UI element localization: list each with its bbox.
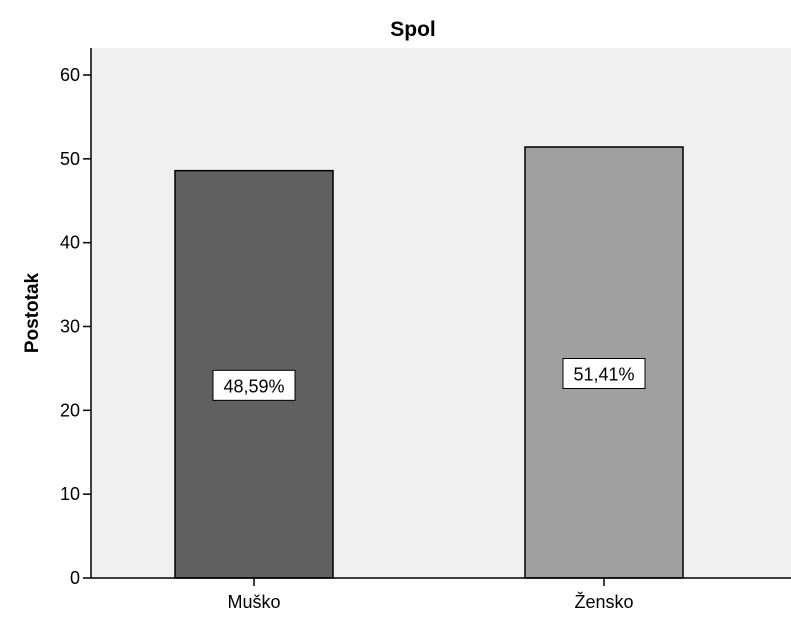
x-tick-label: Muško [227,592,280,612]
data-label-box [562,358,646,390]
data-label-box [212,369,296,401]
bars: Muško 48,59% Žensko 51,41% [174,146,684,612]
y-tick-label: 20 [60,400,80,420]
y-axis-ticks: 0 10 20 30 40 50 60 [60,65,91,588]
data-label: 48,59% [223,376,284,396]
y-axis-title: Postotak [22,272,43,353]
y-tick-label: 10 [60,484,80,504]
y-tick-label: 30 [60,317,80,337]
y-tick-label: 50 [60,149,80,169]
chart-title: Spol [390,18,436,41]
y-tick-label: 60 [60,65,80,85]
x-tick-label: Žensko [574,592,633,612]
data-label: 51,41% [573,365,634,385]
y-tick-label: 40 [60,233,80,253]
y-tick-label: 0 [70,568,80,588]
